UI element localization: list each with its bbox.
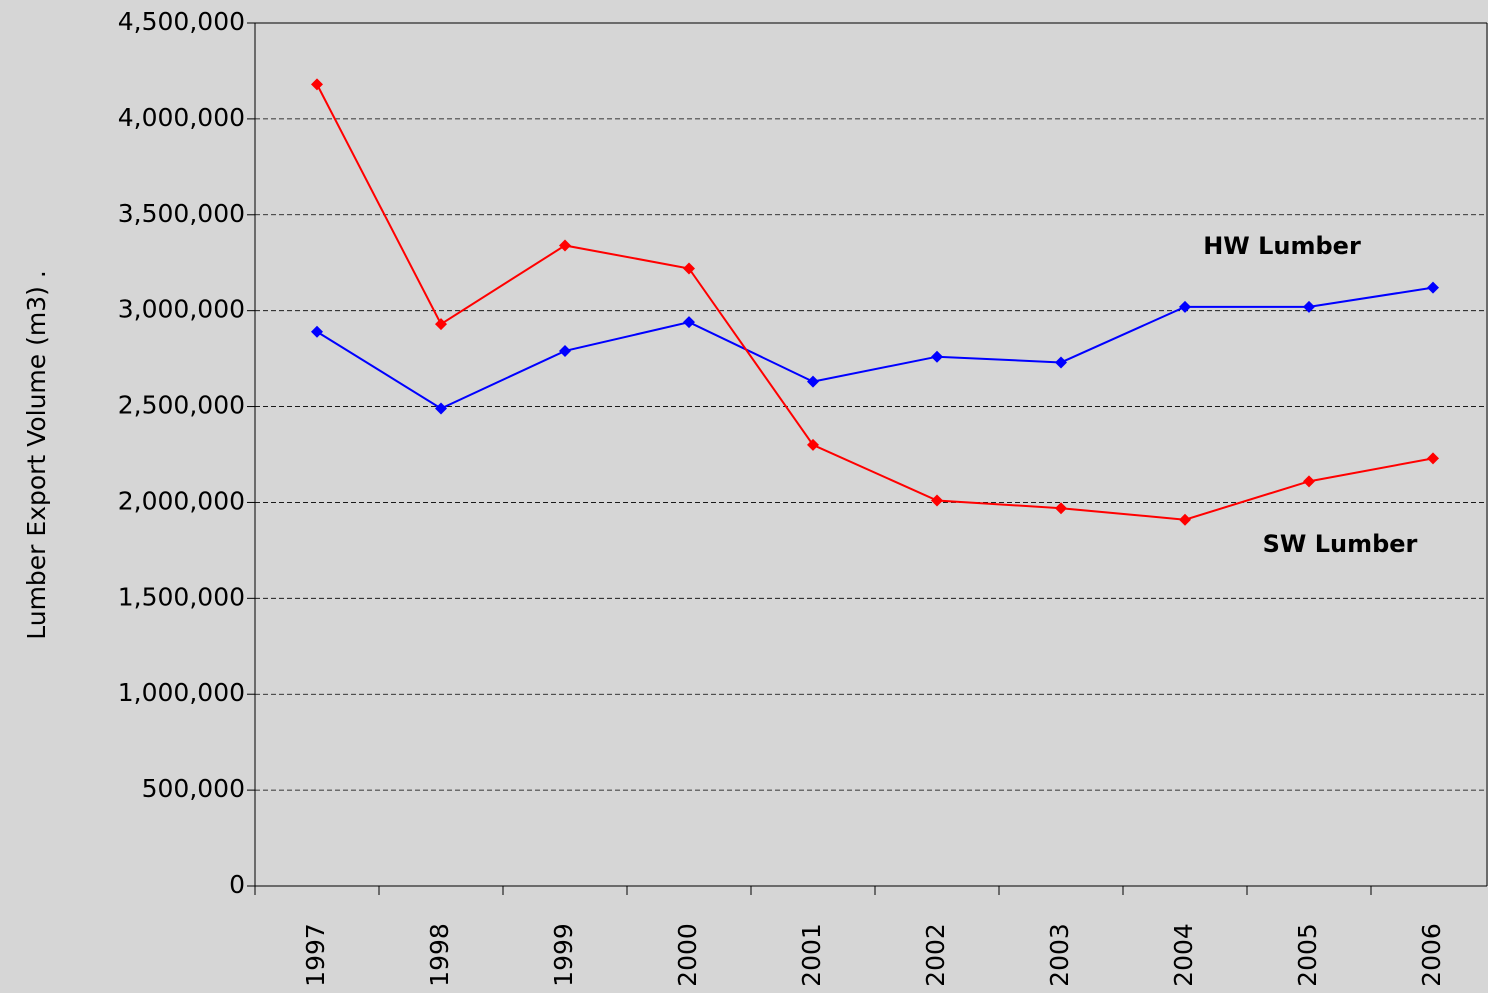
data-point: [1427, 452, 1439, 465]
series-label: HW Lumber: [1203, 232, 1361, 260]
x-tick-label: 2002: [921, 923, 950, 987]
y-tick-label: 2,000,000: [118, 486, 245, 515]
data-point: [435, 402, 447, 415]
x-tick-label: 2006: [1417, 923, 1446, 987]
x-tick-label: 2005: [1293, 923, 1322, 987]
y-axis-title: Lumber Export Volume (m3) .: [22, 270, 51, 640]
data-point: [1303, 475, 1315, 488]
y-tick-label: 4,000,000: [118, 103, 245, 132]
x-tick-label: 2000: [673, 923, 702, 987]
data-point: [807, 438, 819, 451]
data-point: [931, 494, 943, 507]
y-tick-label: 3,000,000: [118, 295, 245, 324]
data-point: [807, 375, 819, 388]
data-point: [1055, 356, 1067, 369]
x-tick-label: 1999: [549, 923, 578, 987]
data-point: [1179, 513, 1191, 526]
x-tick-label: 2001: [797, 923, 826, 987]
x-tick-label: 2004: [1169, 923, 1198, 987]
data-point: [559, 239, 571, 252]
data-point: [435, 318, 447, 331]
series-line: [316, 286, 1434, 410]
data-point: [1427, 281, 1439, 294]
x-tick-label: 1998: [425, 923, 454, 987]
y-tick-label: 0: [229, 870, 245, 899]
y-tick-label: 1,500,000: [118, 582, 245, 611]
y-tick-label: 500,000: [142, 774, 245, 803]
data-point: [1179, 300, 1191, 313]
data-point: [311, 325, 323, 338]
data-point: [683, 262, 695, 275]
data-point: [311, 78, 323, 91]
data-point: [683, 316, 695, 329]
data-point: [559, 344, 571, 357]
data-point: [1055, 502, 1067, 515]
data-point: [931, 350, 943, 363]
x-tick-label: 1997: [301, 923, 330, 987]
x-tick-label: 2003: [1045, 923, 1074, 987]
y-tick-label: 2,500,000: [118, 391, 245, 420]
series-label: SW Lumber: [1263, 530, 1418, 558]
series-line: [316, 83, 1434, 521]
y-tick-label: 4,500,000: [118, 7, 245, 36]
y-tick-label: 1,000,000: [118, 678, 245, 707]
data-point: [1303, 300, 1315, 313]
y-tick-label: 3,500,000: [118, 199, 245, 228]
